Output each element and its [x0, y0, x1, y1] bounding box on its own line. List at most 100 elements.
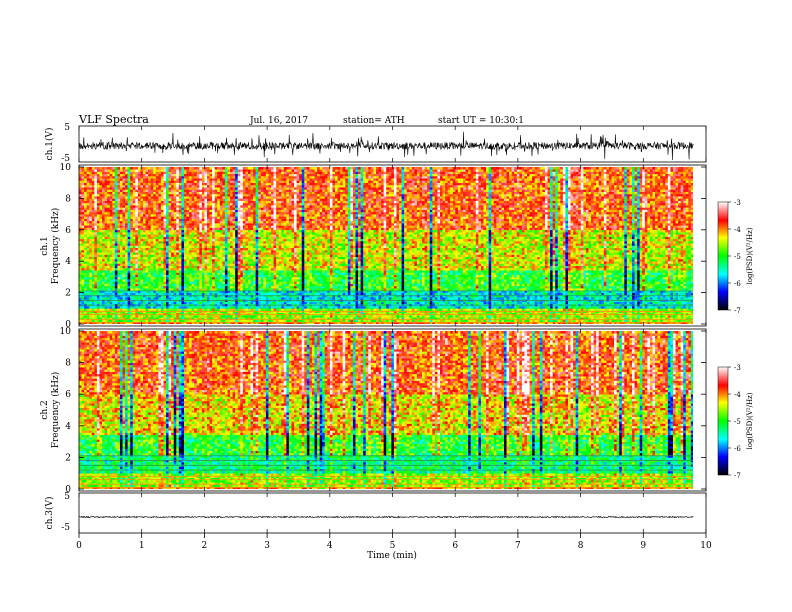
spectrogram-cell [237, 263, 241, 266]
spectrogram-cell [137, 247, 141, 251]
spectrogram-cell [148, 270, 151, 273]
spectrogram-cell [91, 288, 95, 291]
spectrogram-cell [171, 223, 175, 226]
spectrogram-cell [109, 238, 113, 242]
spectrogram-cell [247, 249, 251, 253]
spectrogram-cell [143, 292, 146, 296]
spectrogram-cell [84, 247, 87, 251]
spectrogram-cell [114, 249, 118, 253]
spectrogram-cell [117, 321, 121, 324]
spectrogram-cell [240, 272, 244, 275]
spectrogram-cell [122, 245, 126, 249]
spectrogram-cell [201, 301, 205, 305]
spectrogram-cell [186, 214, 190, 217]
spectrogram-cell [155, 241, 159, 244]
spectrogram-cell [137, 171, 141, 175]
spectrogram-cell [232, 292, 236, 296]
spectrogram-cell [150, 187, 154, 190]
spectrogram-cell [168, 297, 172, 300]
spectrogram-cell [237, 200, 241, 204]
spectrogram-cell [235, 211, 239, 215]
spectrogram-cell [189, 227, 192, 231]
spectrogram-cell [153, 234, 157, 237]
spectrogram-cell [107, 272, 111, 275]
spectrogram-cell [107, 232, 111, 235]
spectrogram-cell [114, 189, 118, 192]
spectrogram-cell [109, 279, 113, 282]
spectrogram-cell [219, 218, 223, 222]
spectrogram-cell [127, 178, 131, 181]
spectrogram-cell [247, 207, 251, 210]
spectrogram-cell [166, 321, 169, 324]
spectrogram-cell [127, 171, 131, 175]
spectrogram-cell [204, 276, 208, 280]
spectrogram-cell [143, 218, 146, 222]
spectrogram-cell [112, 169, 116, 172]
spectrogram-cell [204, 245, 208, 249]
spectrogram-cell [158, 245, 162, 249]
spectrogram-cell [214, 209, 218, 213]
spectrogram-cell [242, 315, 246, 318]
spectrogram-cell [255, 202, 259, 206]
spectrogram-cell [153, 180, 157, 183]
spectrogram-cell [186, 285, 190, 289]
spectrogram-cell [117, 281, 121, 284]
spectrogram-cell [91, 272, 95, 275]
spectrogram-cell [237, 252, 241, 255]
spectrogram-cell [94, 207, 98, 210]
spectrogram-cell [150, 173, 154, 177]
spectrogram-cell [171, 187, 175, 190]
spectrogram-cell [127, 196, 131, 199]
spectrogram-cell [199, 178, 203, 181]
spectrogram-cell [119, 279, 123, 282]
spectrogram-cell [122, 209, 126, 213]
spectrogram-cell [237, 319, 241, 323]
spectrogram-cell [181, 171, 185, 175]
spectrogram-cell [119, 202, 123, 206]
spectrogram-cell [99, 272, 103, 275]
spectrogram-cell [204, 227, 208, 231]
spectrogram-cell [79, 229, 82, 233]
spectrogram-cell [176, 205, 180, 208]
spectrogram-cell [199, 306, 203, 309]
spectrogram-cell [189, 202, 192, 206]
spectrogram-cell [127, 187, 131, 190]
spectrogram-cell [178, 207, 182, 210]
spectrogram-cell [107, 261, 111, 264]
spectrogram-cell [230, 249, 233, 253]
spectrogram-cell [168, 265, 172, 269]
spectrogram-cell [168, 169, 172, 172]
spectrogram-cell [209, 175, 213, 179]
spectrogram-cell [207, 216, 210, 219]
spectrogram-cell [145, 261, 149, 264]
spectrogram-cell [107, 200, 111, 204]
spectrogram-cell [245, 200, 249, 204]
spectrogram-cell [214, 180, 218, 183]
spectrogram-cell [204, 225, 208, 228]
spectrogram-cell [102, 290, 105, 293]
spectrogram-cell [258, 241, 262, 244]
spectrogram-cell [160, 270, 164, 273]
spectrogram-cell [150, 241, 154, 244]
spectrogram-cell [204, 315, 208, 318]
spectrogram-cell [186, 209, 190, 213]
spectrogram-cell [150, 202, 154, 206]
spectrogram-cell [253, 202, 256, 206]
spectrogram-cell [209, 265, 213, 269]
spectrogram-cell [191, 171, 195, 175]
spectrogram-cell [132, 191, 136, 195]
spectrogram-cell [191, 209, 195, 213]
spectrogram-cell [176, 301, 180, 305]
spectrogram-cell [150, 315, 154, 318]
spectrogram-cell [137, 175, 141, 179]
spectrogram-cell [171, 167, 175, 170]
spectrogram-cell [99, 270, 103, 273]
spectrogram-cell [240, 167, 244, 170]
spectrogram-cell [201, 276, 205, 280]
spectrogram-cell [94, 227, 98, 231]
spectrogram-cell [178, 182, 182, 186]
spectrogram-cell [91, 187, 95, 190]
spectrogram-cell [253, 317, 256, 320]
spectrogram-cell [196, 243, 200, 246]
spectrogram-cell [227, 209, 231, 213]
